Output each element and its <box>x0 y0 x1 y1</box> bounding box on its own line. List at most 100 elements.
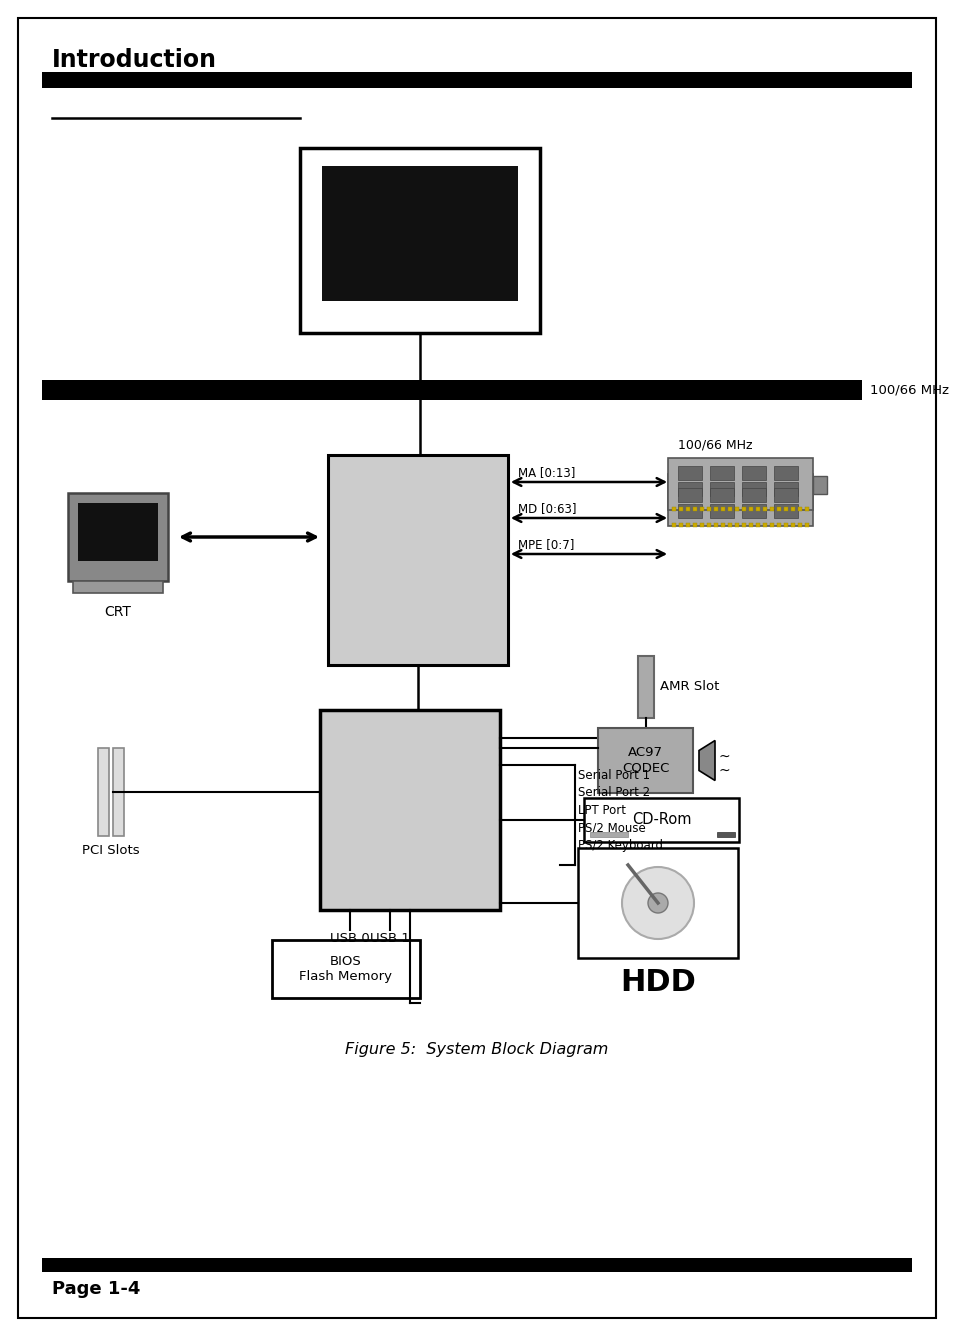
Bar <box>741 466 765 480</box>
Text: HDD: HDD <box>619 969 695 997</box>
Bar <box>769 506 773 510</box>
Bar <box>797 506 801 510</box>
Text: PCI Slots: PCI Slots <box>82 844 140 856</box>
Bar <box>776 506 781 510</box>
Bar <box>755 506 760 510</box>
Text: 100/66 MHz: 100/66 MHz <box>869 383 948 397</box>
Text: ~: ~ <box>719 763 730 778</box>
Bar <box>717 832 734 836</box>
Bar <box>692 506 697 510</box>
Bar <box>638 656 654 717</box>
Text: USB 0: USB 0 <box>330 933 370 945</box>
Text: MA [0:13]: MA [0:13] <box>517 466 575 480</box>
Bar <box>762 506 766 510</box>
Text: Page 1-4: Page 1-4 <box>52 1280 140 1299</box>
Text: CRT: CRT <box>105 605 132 619</box>
Bar <box>741 522 745 526</box>
Bar <box>812 476 826 494</box>
Bar <box>790 506 794 510</box>
Bar <box>68 493 168 581</box>
Bar <box>773 482 797 496</box>
Bar <box>685 506 689 510</box>
Text: MD [0:63]: MD [0:63] <box>517 502 576 514</box>
Bar <box>713 522 718 526</box>
Text: CD-Rom: CD-Rom <box>631 812 691 827</box>
Bar <box>589 832 627 836</box>
Bar <box>713 506 718 510</box>
Bar <box>734 506 739 510</box>
Bar <box>700 506 703 510</box>
Bar <box>578 848 738 958</box>
Polygon shape <box>699 740 714 780</box>
Text: ~: ~ <box>719 749 730 763</box>
Bar <box>671 522 676 526</box>
Bar <box>755 522 760 526</box>
Bar <box>706 506 710 510</box>
Bar <box>804 522 808 526</box>
Bar <box>328 456 507 665</box>
Text: MPE [0:7]: MPE [0:7] <box>517 538 574 550</box>
Bar <box>667 474 812 526</box>
Bar <box>776 522 781 526</box>
Circle shape <box>621 867 693 939</box>
Bar <box>685 522 689 526</box>
Bar <box>678 488 701 502</box>
Bar <box>583 798 739 842</box>
Bar <box>769 522 773 526</box>
Bar <box>679 506 682 510</box>
Bar <box>790 522 794 526</box>
Bar <box>598 728 692 794</box>
Bar <box>678 482 701 496</box>
Bar <box>98 748 109 836</box>
Bar <box>679 522 682 526</box>
Bar <box>73 581 163 593</box>
Text: BIOS
Flash Memory: BIOS Flash Memory <box>299 955 392 983</box>
Bar <box>797 522 801 526</box>
Bar <box>727 506 731 510</box>
Bar <box>720 522 724 526</box>
Bar <box>671 506 676 510</box>
Text: Introduction: Introduction <box>52 48 216 72</box>
Bar <box>773 504 797 518</box>
Bar <box>748 522 752 526</box>
Bar <box>734 522 739 526</box>
Text: 100/66 MHz: 100/66 MHz <box>678 440 752 452</box>
Bar <box>319 709 499 910</box>
Bar <box>709 466 733 480</box>
Bar <box>42 1259 911 1272</box>
Text: Serial Port 1
Serial Port 2
LPT Port
PS/2 Mouse
PS/2 Keyboard: Serial Port 1 Serial Port 2 LPT Port PS/… <box>578 770 662 852</box>
Bar <box>42 379 862 399</box>
Bar <box>727 522 731 526</box>
Bar <box>783 522 787 526</box>
Bar <box>741 482 765 496</box>
Text: Figure 5:  System Block Diagram: Figure 5: System Block Diagram <box>345 1042 608 1057</box>
Bar <box>748 506 752 510</box>
Text: AC97
CODEC: AC97 CODEC <box>621 747 668 775</box>
Bar <box>762 522 766 526</box>
Bar <box>709 504 733 518</box>
Bar <box>773 488 797 502</box>
Bar <box>773 466 797 480</box>
Bar <box>804 506 808 510</box>
Bar <box>700 522 703 526</box>
Bar <box>741 504 765 518</box>
Circle shape <box>647 892 667 912</box>
Bar <box>78 502 158 561</box>
Bar <box>678 504 701 518</box>
Bar <box>272 941 419 998</box>
Bar <box>692 522 697 526</box>
Text: USB 1: USB 1 <box>370 933 410 945</box>
Bar <box>783 506 787 510</box>
Bar <box>322 166 517 301</box>
Bar <box>741 488 765 502</box>
Bar <box>709 482 733 496</box>
Bar <box>709 488 733 502</box>
Text: AMR Slot: AMR Slot <box>659 680 719 693</box>
Bar <box>741 506 745 510</box>
Bar <box>678 466 701 480</box>
Bar <box>112 748 124 836</box>
Bar <box>299 148 539 333</box>
Bar <box>667 458 812 510</box>
Bar <box>42 72 911 88</box>
Bar <box>720 506 724 510</box>
